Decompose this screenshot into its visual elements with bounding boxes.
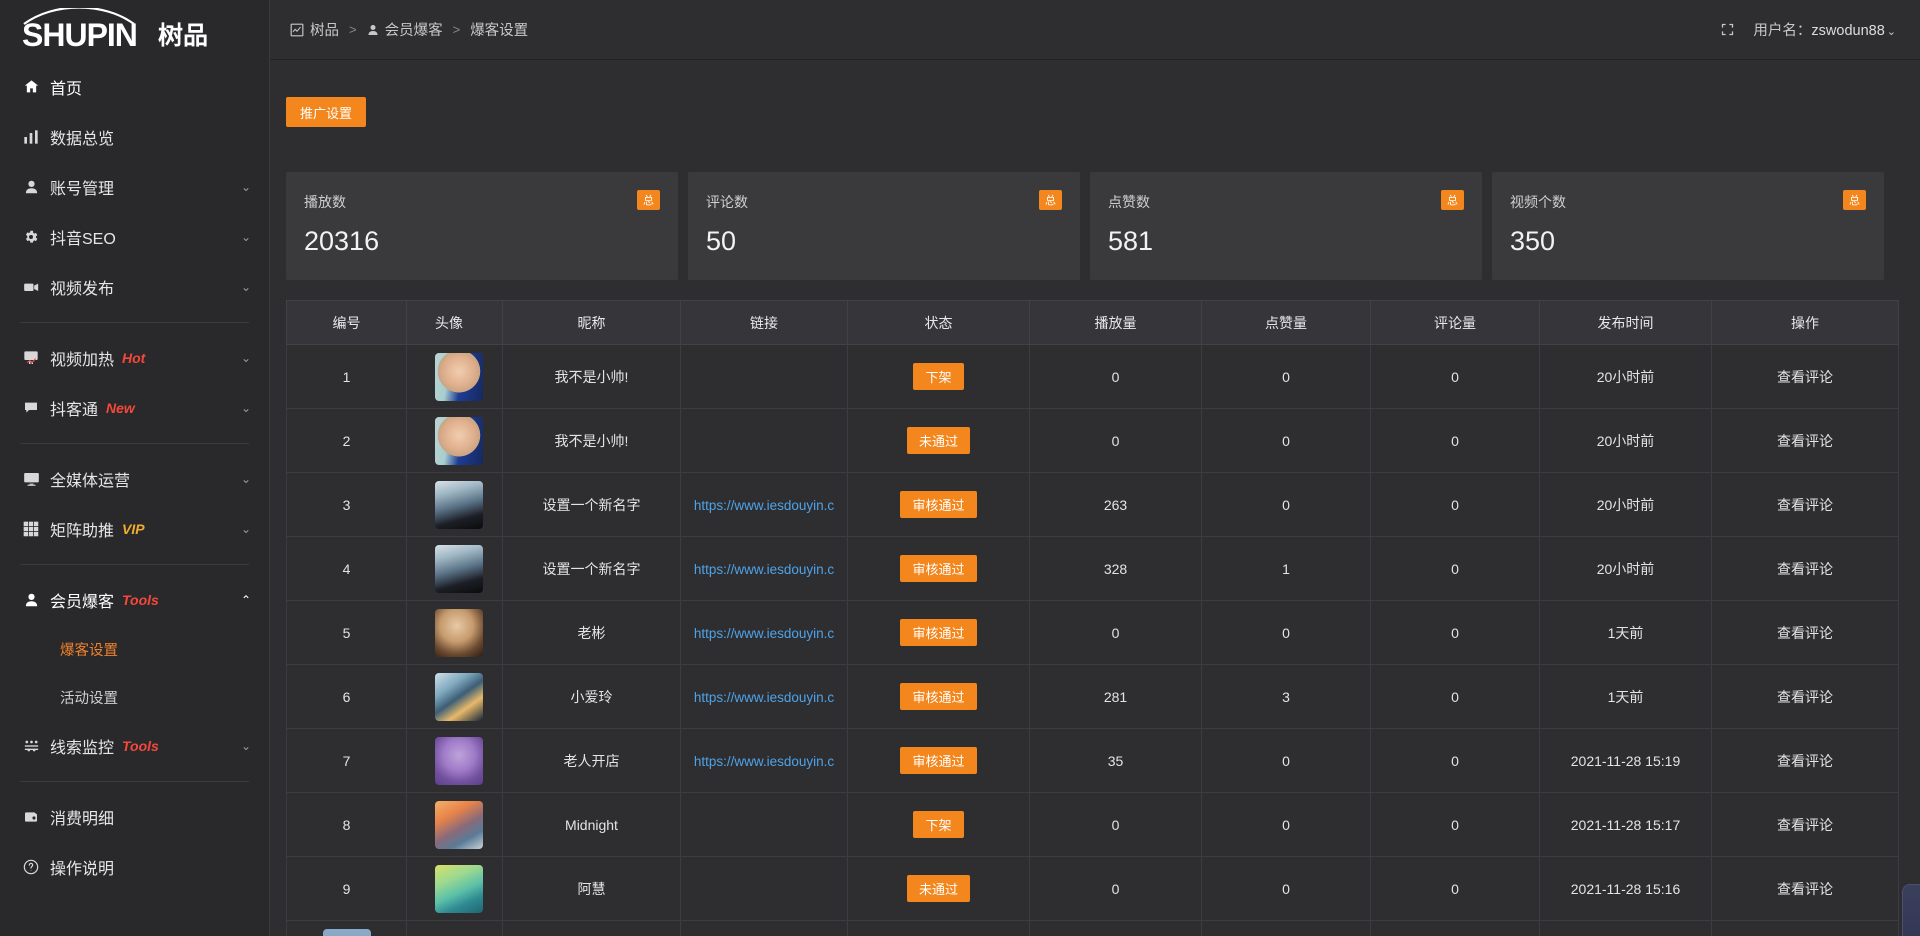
svg-text:SHUPIN: SHUPIN: [22, 17, 137, 53]
svg-text:树品: 树品: [158, 22, 208, 50]
